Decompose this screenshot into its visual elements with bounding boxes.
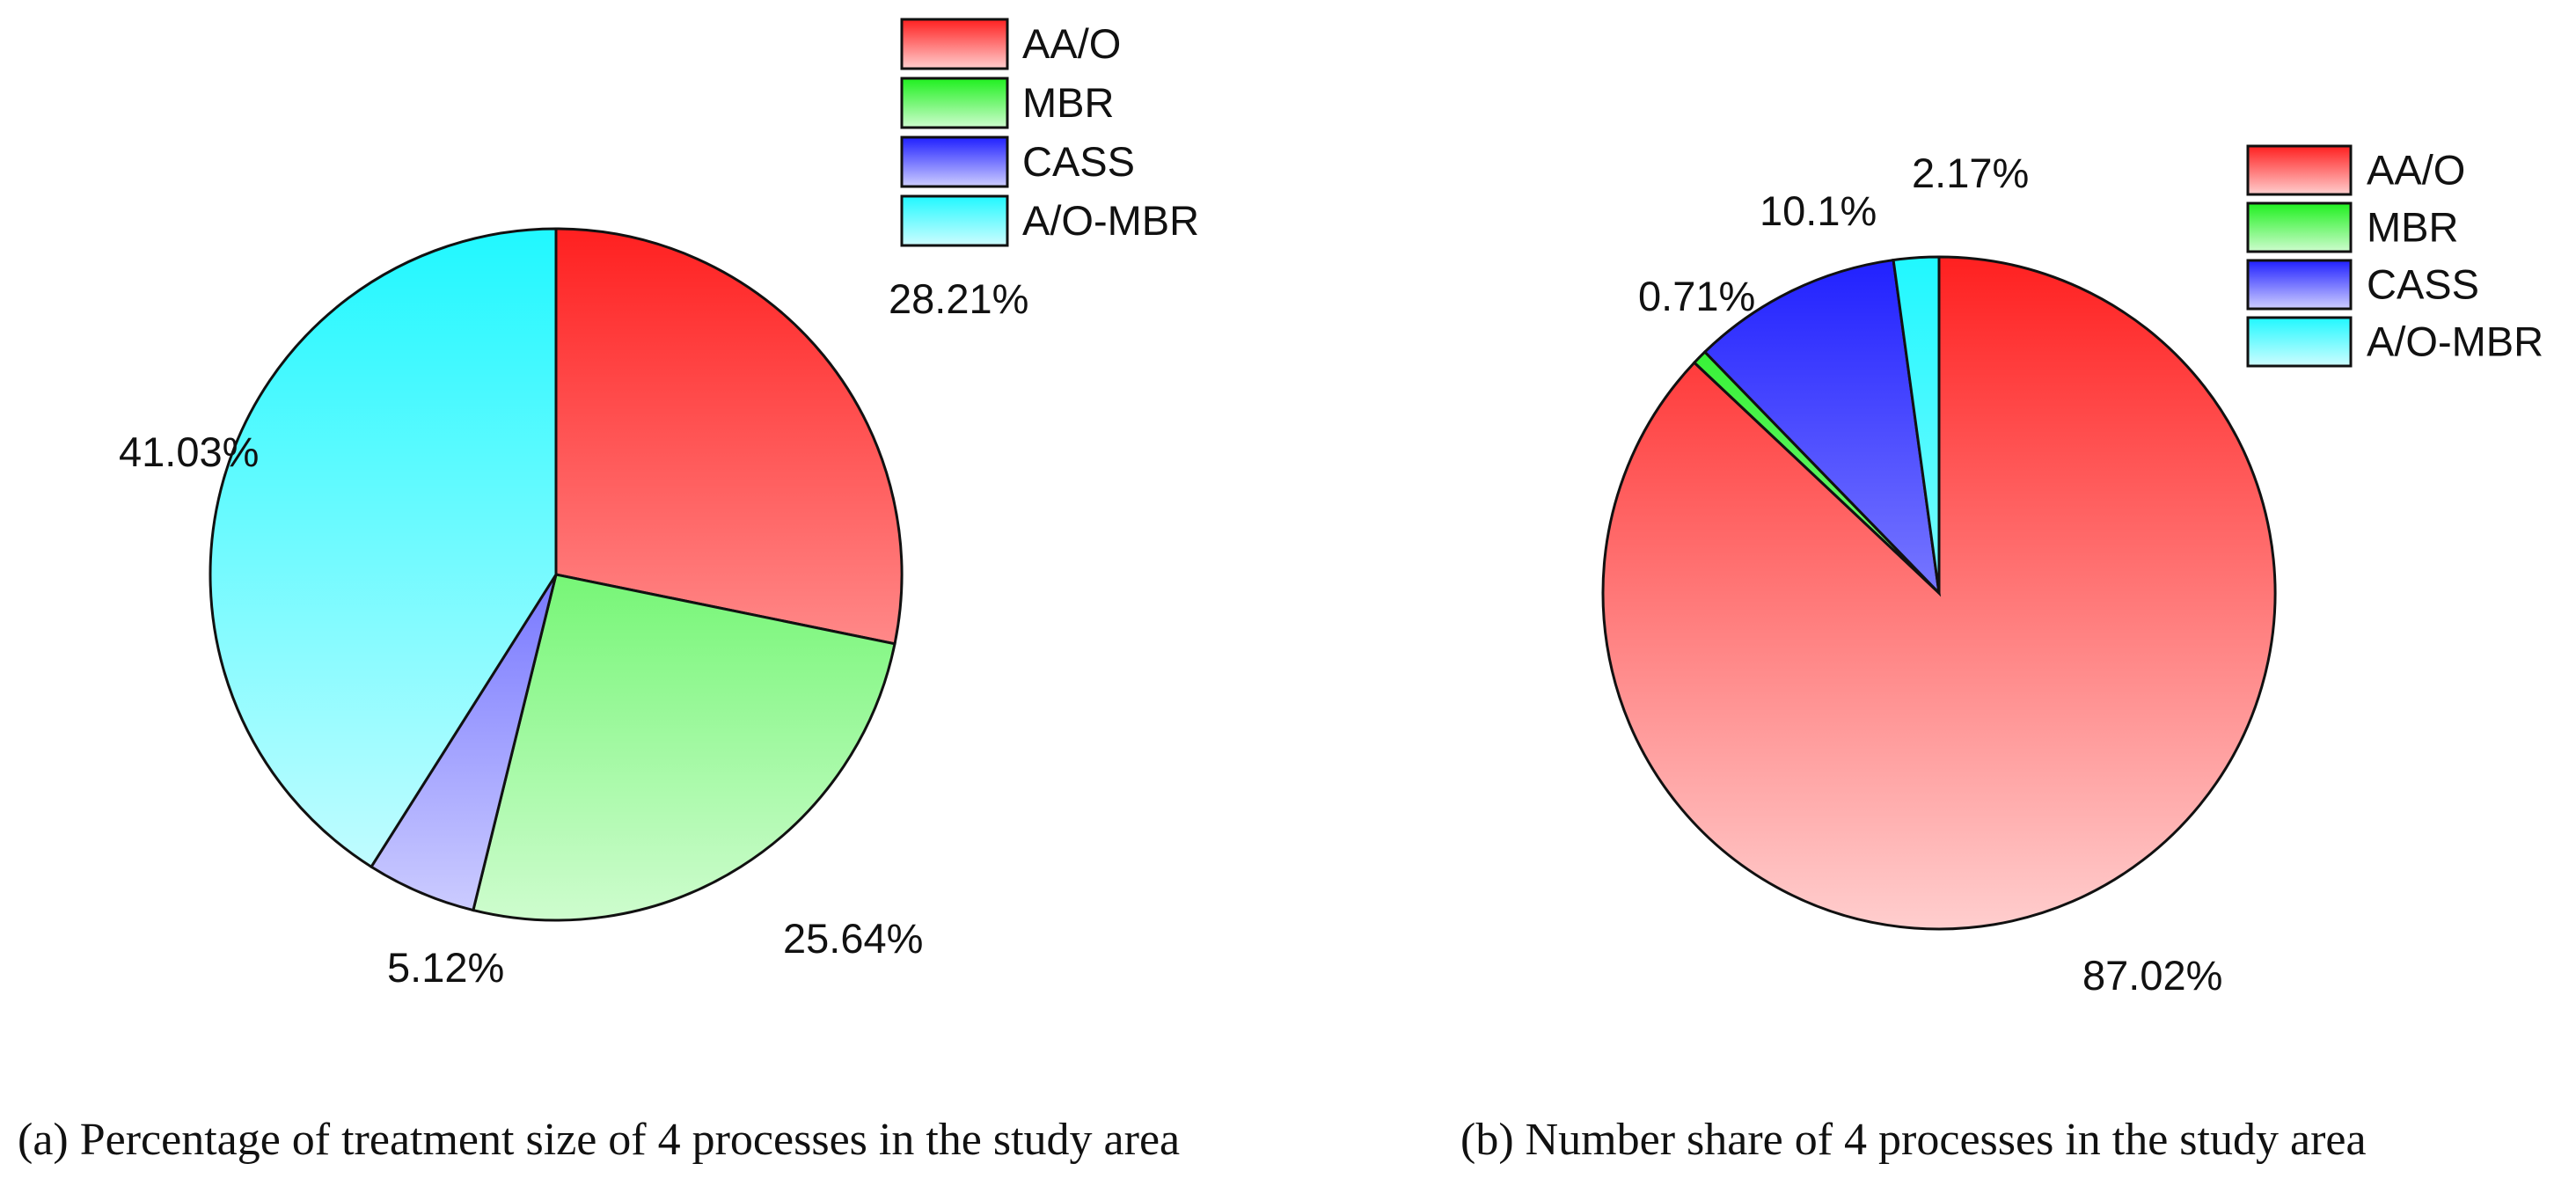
- value-label-b-aa-o: 87.02%: [2082, 952, 2222, 999]
- legend-label-a-aa-o: AA/O: [1022, 20, 1121, 67]
- legend-swatch-b-a-o-mbr: [2246, 316, 2353, 368]
- legend-swatch-b-aa-o: [2246, 144, 2353, 196]
- value-labels-b: 87.02% 0.71%10.1% 2.17%: [1638, 150, 2222, 999]
- value-labels-a: 28.21% 25.64% 5.12% 41.03%: [119, 275, 1028, 991]
- legend-label-b-a-o-mbr: A/O-MBR: [2367, 318, 2543, 365]
- legend-label-b-aa-o: AA/O: [2367, 147, 2465, 194]
- value-label-a-a-o-mbr: 41.03%: [119, 428, 259, 475]
- slice-b-cass: [1702, 258, 1942, 597]
- legend-swatch-a-a-o-mbr: [900, 194, 1009, 247]
- legend-label-b-cass: CASS: [2367, 261, 2479, 308]
- legend-label-a-cass: CASS: [1022, 138, 1135, 185]
- legend-label-b-mbr: MBR: [2367, 204, 2458, 251]
- value-label-a-cass: 5.12%: [387, 944, 504, 991]
- slice-a-aa-o: [554, 227, 904, 646]
- legend-a: AA/O MBR CASS A/O-MBR: [900, 18, 1199, 247]
- pie-chart-b: 87.02% 0.71%10.1% 2.17% AA/O MBR CASS A/O-MBR…: [1460, 144, 2543, 1165]
- caption-a: (a) Percentage of treatment size of 4 pr…: [18, 1115, 1180, 1165]
- legend-swatch-b-mbr: [2246, 201, 2353, 253]
- legend-label-a-mbr: MBR: [1022, 79, 1114, 126]
- legend-b: AA/O MBR CASS A/O-MBR: [2246, 144, 2543, 368]
- value-label-a-aa-o: 28.21%: [889, 275, 1028, 322]
- value-label-a-mbr: 25.64%: [783, 915, 923, 962]
- legend-swatch-b-cass: [2246, 259, 2353, 311]
- pie-chart-a: 28.21% 25.64% 5.12% 41.03% AA/O MBR CASS A/O-M…: [18, 18, 1199, 1165]
- legend-label-a-a-o-mbr: A/O-MBR: [1022, 197, 1199, 244]
- slice-a-a-o-mbr: [209, 227, 558, 869]
- pie-slices-b: [1601, 255, 2277, 931]
- legend-swatch-a-aa-o: [900, 18, 1009, 70]
- caption-b: (b) Number share of 4 processes in the s…: [1460, 1115, 2367, 1165]
- value-label-b-cass: 10.1%: [1760, 187, 1877, 234]
- value-label-b-a-o-mbr: 2.17%: [1912, 150, 2029, 196]
- slice-b-aa-o: [1601, 255, 2277, 931]
- legend-swatch-a-cass: [900, 135, 1009, 188]
- pie-slices-a: [209, 227, 904, 922]
- slice-a-mbr: [472, 573, 896, 922]
- value-label-b-mbr: 0.71%: [1638, 273, 1755, 319]
- legend-swatch-a-mbr: [900, 77, 1009, 129]
- slice-b-a-o-mbr: [1892, 255, 1941, 594]
